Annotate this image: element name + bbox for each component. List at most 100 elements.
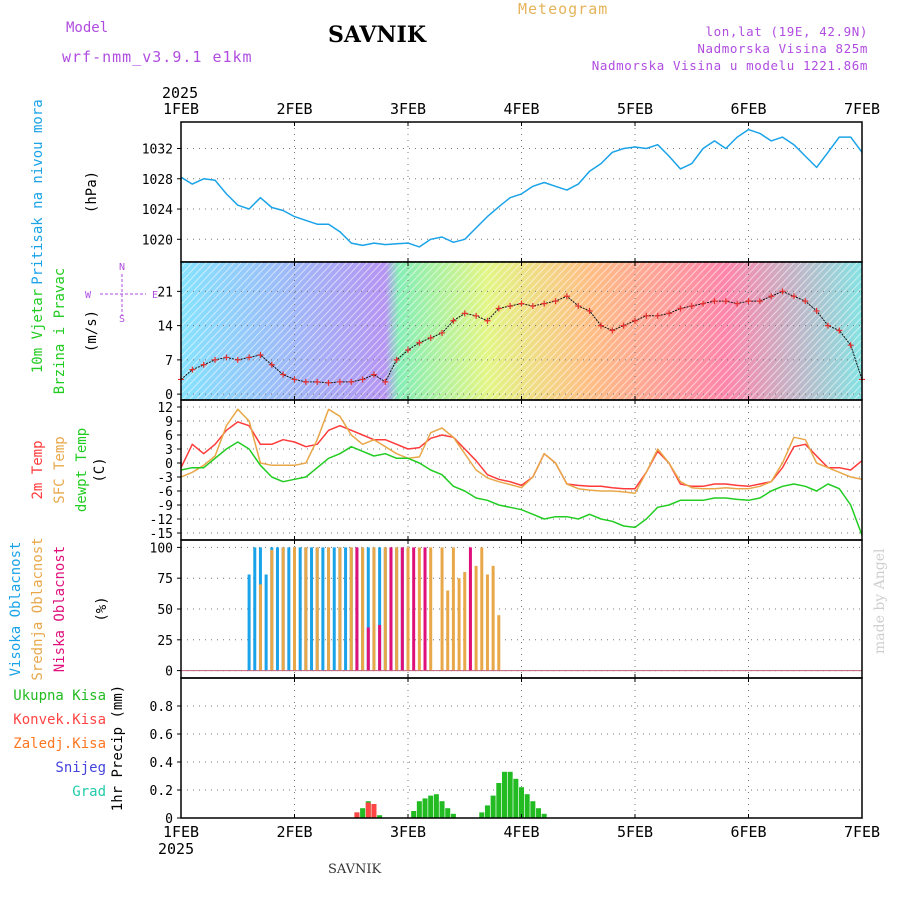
y-tick-label: 0.6 [150,728,173,743]
mid_cloud-bar [480,547,484,671]
y-tick-label: 21 [157,285,173,300]
y-axis-label: Pritisak na nivou mora [30,99,46,284]
total_precip-bar [524,794,530,818]
top-date-label: 6FEB [730,100,766,118]
top-year-label: 2025 [162,84,198,102]
legend-item: Ukupna Kisa [13,688,106,704]
wind-speed-point [291,376,298,383]
wind-field [181,262,862,400]
wind-panel: 0 7 14 21 10m Vjetar Brzina i Pravac (m/s) N S W E [30,261,865,403]
total_precip-bar [377,815,383,818]
wind-speed-point [348,378,355,385]
mid_cloud-bar [474,565,478,671]
total_precip-bar [501,771,507,818]
conv_precip-bar [365,802,371,818]
mid_cloud-bar [395,547,399,671]
wind-speed-point [246,354,253,361]
footer-station: SAVNIK [328,862,382,877]
top-date-label: 4FEB [503,100,539,118]
total_precip-bar [519,787,524,818]
wind-speed-point [677,305,684,312]
mid_cloud-bar [485,574,489,671]
total_precip-bar [496,783,502,818]
wind-speed-point [768,293,775,300]
legend-item: Zaledj.Kisa [13,736,106,752]
y-tick-label: 0 [165,665,173,680]
high_cloud-bar [275,547,279,671]
y-tick-label: -9 [157,499,173,514]
y-tick-label: 7 [165,354,173,369]
wind-speed-point [427,334,434,341]
wind-speed-point [280,371,287,378]
y-axis-label: 1hr Precip (mm) [110,685,126,811]
high_cloud-bar [310,547,314,671]
wind-speed-point [302,378,309,385]
y-axis-label: dewpt Temp [74,428,90,512]
y-tick-label: 1020 [142,233,173,248]
wind-speed-point [552,298,559,305]
wind-speed-point [824,322,831,329]
compass-south: S [119,314,125,325]
compass-north: N [119,262,125,273]
low_cloud-bar [423,547,427,671]
top-date-label: 1FEB [163,100,199,118]
wind-speed-point [336,378,343,385]
total_precip-bar [507,771,513,818]
wind-speed-point [461,310,468,317]
low_cloud-bar [366,627,370,671]
legend-item: Konvek.Kisa [13,712,106,728]
legend-item: Grad [72,784,106,800]
mid_cloud-bar [446,590,450,671]
total_precip-bar [411,811,417,818]
wind-speed-point [632,317,638,324]
temperature-grid [181,400,862,540]
wind-speed-point [597,322,604,329]
mid_cloud-bar [429,547,433,671]
wind-hatching [181,262,862,400]
wind-speed-point [802,298,809,305]
y-axis-label: (m/s) [84,310,100,352]
meteogram-label: Meteogram [518,0,609,18]
bottom-year-label: 2025 [158,840,194,858]
y-tick-label: 9 [165,415,173,430]
y-axis-label: 10m Vjetar [30,289,46,373]
low_cloud-bar [389,547,393,671]
y-tick-label: 1032 [142,142,173,157]
top-date-label: 5FEB [617,100,653,118]
low_cloud-bar [400,547,404,671]
wind-speed-point [847,342,854,349]
wind-speed-point [643,312,650,319]
mid_cloud-bar [417,547,421,671]
bottom-date-label: 6FEB [730,823,766,841]
model-elevation: Nadmorska Visina u modelu 1221.86m [591,58,868,73]
y-axis-label: (%) [94,596,110,621]
y-tick-label: -12 [150,513,173,528]
wind-speed-point [745,298,752,305]
bottom-date-label: 7FEB [844,823,880,841]
high_cloud-bar [344,547,348,671]
high_cloud-bar [264,574,268,671]
location-coordinates: lon,lat (19E, 42.9N) [705,24,868,39]
mid_cloud-bar [349,547,353,671]
y-tick-label: 3 [165,443,173,458]
mid_cloud-bar [497,615,501,671]
wind-speed-point [813,307,820,314]
conv_precip-bar [354,812,360,818]
y-tick-label: 0.2 [150,784,173,799]
mid_cloud-bar [338,547,342,671]
high_cloud-bar [378,547,382,671]
wind-speed-point [416,339,423,346]
bottom-date-label: 3FEB [390,823,426,841]
mid_cloud-bar [440,547,444,671]
mid_cloud-bar [463,572,467,671]
high_cloud-bar [253,547,257,671]
conv_precip-bar [371,804,377,818]
y-axis-label: (C) [92,457,108,482]
low_cloud-bar [378,625,382,671]
total_precip-bar [490,795,496,818]
wind-speed-point [370,371,377,378]
wind-speed-point [756,298,763,305]
total_precip-bar [530,801,536,818]
mid_cloud-bar [383,547,387,671]
